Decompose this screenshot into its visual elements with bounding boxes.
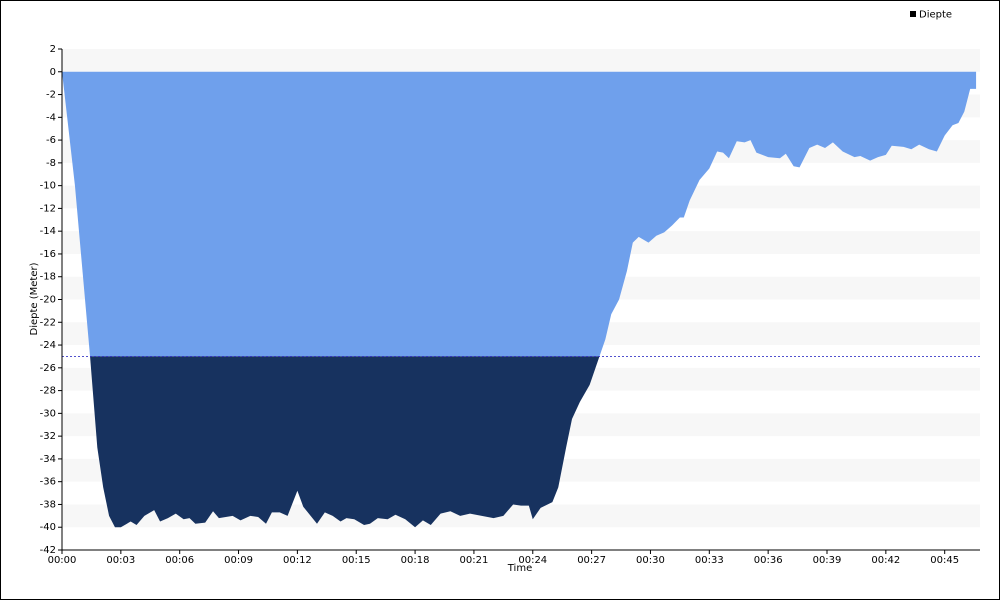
legend-marker	[910, 11, 916, 17]
y-tick-label: -2	[46, 90, 56, 101]
x-tick-label: 00:09	[224, 555, 253, 566]
y-tick-label: 0	[50, 67, 56, 78]
y-tick-label: -12	[40, 203, 56, 214]
y-tick-label: -18	[40, 272, 56, 283]
y-tick-label: -10	[40, 181, 56, 192]
y-axis-label: Diepte (Meter)	[29, 262, 40, 335]
y-tick-label: -22	[40, 317, 56, 328]
area-below-threshold	[90, 356, 600, 528]
x-tick-label: 00:21	[460, 555, 489, 566]
x-tick-label: 00:06	[165, 555, 194, 566]
y-tick-label: -28	[40, 386, 56, 397]
x-tick-label: 00:15	[342, 555, 371, 566]
y-tick-label: -42	[40, 545, 56, 556]
x-tick-label: 00:30	[636, 555, 665, 566]
y-tick-label: -34	[40, 454, 56, 465]
legend-label: Diepte	[919, 10, 952, 21]
grid-band	[62, 49, 980, 72]
y-tick-label: -20	[40, 295, 56, 306]
y-tick-label: -14	[40, 226, 56, 237]
y-tick-label: -4	[46, 112, 56, 123]
y-tick-label: -40	[40, 522, 56, 533]
x-tick-label: 00:03	[106, 555, 135, 566]
y-tick-label: -36	[40, 477, 56, 488]
x-tick-label: 00:33	[695, 555, 724, 566]
y-tick-label: 2	[50, 44, 56, 55]
y-tick-label: -6	[46, 135, 56, 146]
x-tick-label: 00:36	[754, 555, 783, 566]
x-axis-label: Time	[507, 563, 532, 574]
y-tick-label: -16	[40, 249, 56, 260]
y-tick-label: -8	[46, 158, 56, 169]
x-tick-label: 00:27	[577, 555, 606, 566]
grid-band	[62, 504, 980, 528]
y-tick-label: -26	[40, 363, 56, 374]
x-tick-label: 00:00	[48, 555, 77, 566]
x-tick-label: 00:45	[930, 555, 959, 566]
y-tick-label: -32	[40, 431, 56, 442]
x-tick-label: 00:24	[518, 555, 547, 566]
x-tick-label: 00:39	[813, 555, 842, 566]
y-tick-label: -30	[40, 408, 56, 419]
y-tick-label: -24	[40, 340, 56, 351]
area	[62, 71, 977, 357]
y-tick-label: -38	[40, 499, 56, 510]
x-tick-label: 00:12	[283, 555, 312, 566]
x-tick-label: 00:18	[401, 555, 430, 566]
x-tick-label: 00:42	[871, 555, 900, 566]
